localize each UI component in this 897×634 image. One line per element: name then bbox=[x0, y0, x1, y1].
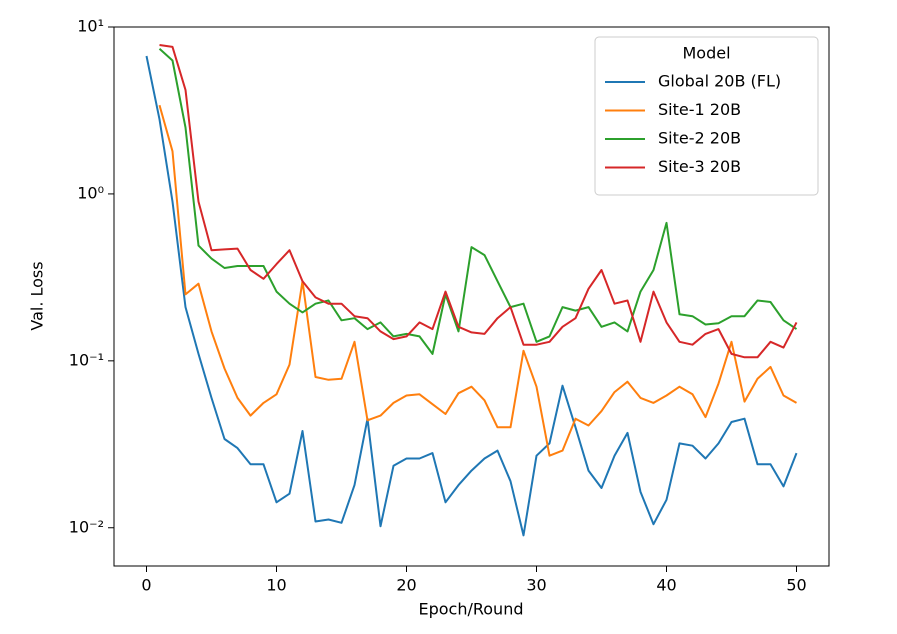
legend-label: Global 20B (FL) bbox=[658, 72, 781, 91]
series-line bbox=[145, 55, 798, 537]
legend-label: Site-1 20B bbox=[658, 100, 741, 119]
x-tick-label: 40 bbox=[656, 576, 676, 595]
y-tick-label: 10⁻¹ bbox=[69, 350, 104, 369]
x-tick-label: 10 bbox=[266, 576, 286, 595]
y-axis-label: Val. Loss bbox=[28, 261, 47, 330]
legend-title: Model bbox=[682, 44, 730, 63]
x-tick-label: 20 bbox=[396, 576, 416, 595]
x-tick-label: 0 bbox=[141, 576, 151, 595]
x-tick-label: 50 bbox=[786, 576, 806, 595]
y-tick-label: 10¹ bbox=[77, 17, 104, 36]
x-axis-label: Epoch/Round bbox=[418, 600, 523, 619]
y-tick-label: 10⁻² bbox=[69, 517, 104, 536]
legend-box bbox=[594, 36, 819, 196]
legend-label: Site-3 20B bbox=[658, 157, 741, 176]
series-line bbox=[159, 44, 798, 359]
y-tick-label: 10⁰ bbox=[77, 183, 104, 202]
axes-frame bbox=[113, 26, 830, 567]
series-line bbox=[158, 48, 798, 355]
x-tick-label: 30 bbox=[526, 576, 546, 595]
series-line bbox=[158, 104, 797, 457]
legend-label: Site-2 20B bbox=[658, 129, 741, 148]
